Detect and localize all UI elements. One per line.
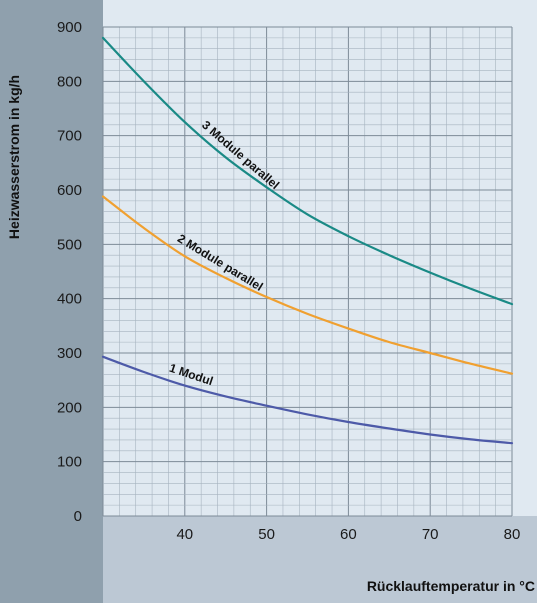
x-tick-labels: 40 50 60 70 80 [176, 526, 520, 543]
y-tick-label: 800 [57, 73, 82, 90]
y-tick-label: 700 [57, 128, 82, 145]
left-band [0, 0, 103, 603]
x-tick-label: 50 [258, 526, 275, 543]
y-tick-label: 500 [57, 236, 82, 253]
x-tick-label: 40 [176, 526, 193, 543]
series-line [101, 355, 514, 445]
x-axis-title: Rücklauftemperatur in °C [367, 578, 535, 594]
plot-area [103, 0, 537, 516]
series-line [101, 195, 514, 375]
series-lines [101, 36, 514, 445]
y-tick-label: 300 [57, 345, 82, 362]
y-axis-title: Heizwasserstrom in kg/h [6, 75, 22, 239]
y-tick-label: 0 [74, 508, 82, 525]
y-tick-label: 900 [57, 19, 82, 36]
y-tick-label: 400 [57, 291, 82, 308]
y-tick-label: 200 [57, 399, 82, 416]
x-tick-label: 70 [422, 526, 439, 543]
y-tick-labels: 0 100 200 300 400 500 600 700 800 900 [57, 19, 82, 525]
y-tick-label: 600 [57, 182, 82, 199]
grid [102, 26, 513, 517]
series-line [101, 36, 514, 306]
x-tick-label: 80 [504, 526, 521, 543]
x-tick-label: 60 [340, 526, 357, 543]
y-tick-label: 100 [57, 454, 82, 471]
